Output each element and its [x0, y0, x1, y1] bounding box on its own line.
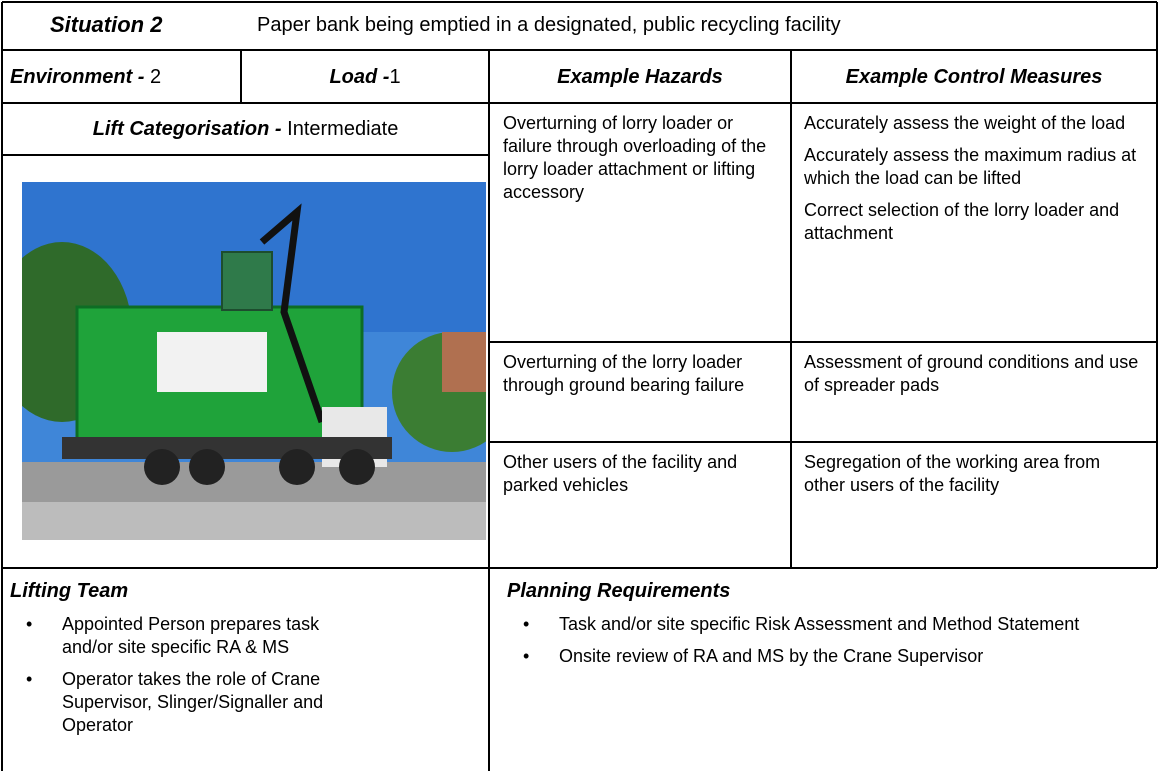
load-label: Load -	[329, 66, 389, 88]
control-measure: Accurately assess the maximum radius at …	[804, 144, 1144, 190]
situation-description: Paper bank being emptied in a designated…	[257, 14, 841, 37]
lift-categorisation: Lift Categorisation - Intermediate	[2, 118, 489, 141]
controls-cell: Assessment of ground conditions and use …	[804, 351, 1144, 406]
column-header: Example Control Measures	[791, 66, 1157, 89]
situation-header: Situation 2	[50, 12, 162, 38]
section-title: Lifting Team	[10, 580, 480, 603]
control-measure: Accurately assess the weight of the load	[804, 112, 1144, 135]
load-value: 1	[389, 66, 400, 88]
control-measure: Correct selection of the lorry loader an…	[804, 199, 1144, 245]
column-header: Example Hazards	[489, 66, 791, 89]
bullet-item: Onsite review of RA and MS by the Crane …	[507, 645, 1127, 668]
load: Load -1	[241, 66, 489, 89]
page: Situation 2 Paper bank being emptied in …	[0, 0, 1159, 771]
control-measure: Segregation of the working area from oth…	[804, 451, 1144, 497]
bullet-item: Task and/or site specific Risk Assessmen…	[507, 613, 1127, 636]
environment-label: Environment -	[10, 66, 144, 88]
bullet-item: Operator takes the role of Crane Supervi…	[10, 668, 350, 737]
lift-categorisation-label: Lift Categorisation -	[93, 118, 282, 140]
bullet-list: Appointed Person prepares task and/or si…	[10, 613, 350, 737]
hazard-cell: Overturning of the lorry loader through …	[503, 351, 773, 397]
planning-requirements: Planning Requirements Task and/or site s…	[507, 580, 1147, 677]
bullet-item: Appointed Person prepares task and/or si…	[10, 613, 350, 659]
situation-label: Situation 2	[50, 12, 162, 37]
hazard-cell: Overturning of lorry loader or failure t…	[503, 112, 773, 204]
controls-cell: Accurately assess the weight of the load…	[804, 112, 1144, 254]
environment-value: 2	[150, 66, 161, 88]
control-measure: Assessment of ground conditions and use …	[804, 351, 1144, 397]
environment: Environment - 2	[10, 66, 161, 89]
section-title: Planning Requirements	[507, 580, 1147, 603]
lifting-team: Lifting Team Appointed Person prepares t…	[10, 580, 480, 746]
controls-cell: Segregation of the working area from oth…	[804, 451, 1144, 506]
hazard-cell: Other users of the facility and parked v…	[503, 451, 773, 497]
photo	[22, 182, 486, 540]
lift-categorisation-value: Intermediate	[287, 118, 398, 140]
bullet-list: Task and/or site specific Risk Assessmen…	[507, 613, 1127, 668]
